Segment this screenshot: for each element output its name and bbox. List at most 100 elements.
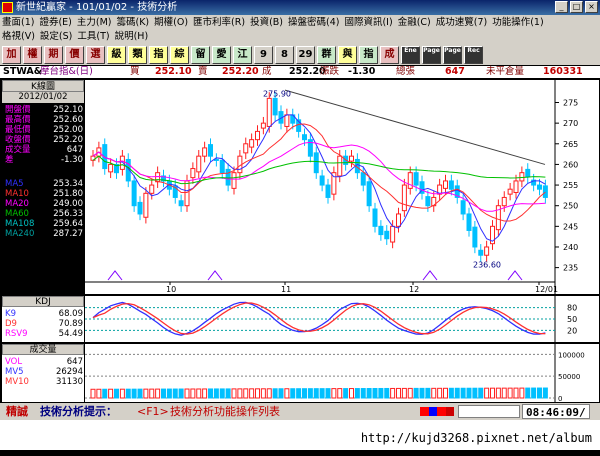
candle-body bbox=[178, 200, 184, 207]
volume-bar bbox=[213, 388, 219, 399]
candle-body bbox=[384, 230, 390, 240]
toolbar-button-2[interactable]: 期 bbox=[44, 46, 63, 64]
toolbar-button-18[interactable]: 成 bbox=[380, 46, 399, 64]
volume-bar bbox=[360, 388, 366, 399]
toolbar-button-21[interactable]: Page bbox=[443, 46, 462, 64]
menu-item-row1-7[interactable]: 操盤密碼(4) bbox=[288, 17, 340, 28]
high-price-label: 275.90 bbox=[263, 89, 291, 98]
volume-label: VOL bbox=[5, 357, 23, 367]
volume-bar bbox=[495, 387, 501, 399]
toolbar-button-11[interactable]: 江 bbox=[233, 46, 252, 64]
toolbar-button-16[interactable]: 與 bbox=[338, 46, 357, 64]
menu-item-row1-4[interactable]: 期權(O) bbox=[154, 17, 189, 28]
toolbar-button-20[interactable]: Page bbox=[422, 46, 441, 64]
y-tick-label: 235 bbox=[563, 264, 578, 273]
volume-bar bbox=[454, 387, 460, 399]
input-box[interactable] bbox=[458, 405, 520, 418]
candle-body bbox=[249, 139, 255, 148]
volume-bar bbox=[437, 387, 443, 399]
toolbar-button-3[interactable]: 價 bbox=[65, 46, 84, 64]
candle-body bbox=[172, 185, 178, 198]
toolbar-button-14[interactable]: 29 bbox=[296, 46, 315, 64]
menu-item-row1-9[interactable]: 金融(C) bbox=[397, 17, 431, 28]
kdj-chart[interactable]: 80 50 20 bbox=[85, 296, 599, 342]
volume-bar bbox=[290, 388, 296, 399]
volume-bar bbox=[325, 388, 331, 399]
volume-chart[interactable]: 100000 50000 0 bbox=[85, 344, 599, 403]
volume-bar bbox=[507, 387, 513, 399]
toolbar-button-17[interactable]: 指 bbox=[359, 46, 378, 64]
menu-item-row1-2[interactable]: 主力(M) bbox=[76, 17, 112, 28]
candle-body bbox=[325, 184, 331, 198]
menu-item-row2-3[interactable]: 說明(H) bbox=[114, 31, 149, 42]
toolbar-button-1[interactable]: 權 bbox=[23, 46, 42, 64]
menu-item-row1-6[interactable]: 投資(B) bbox=[250, 17, 283, 28]
toolbar-button-4[interactable]: 選 bbox=[86, 46, 105, 64]
toolbar-button-10[interactable]: 愛 bbox=[212, 46, 231, 64]
ma-label: MA20 bbox=[5, 199, 29, 209]
volume-bar bbox=[513, 387, 519, 399]
app-icon bbox=[2, 2, 13, 13]
hint-key[interactable]: <F1> bbox=[137, 405, 169, 418]
toolbar-button-7[interactable]: 指 bbox=[149, 46, 168, 64]
volume-bar bbox=[331, 388, 337, 399]
volume-row: VOL 647 bbox=[5, 357, 83, 367]
volume-bar bbox=[525, 387, 531, 399]
volume-bar bbox=[137, 388, 143, 399]
candle-body bbox=[372, 208, 378, 227]
toolbar-button-22[interactable]: Rec bbox=[464, 46, 483, 64]
kline-header: K線圖 bbox=[2, 80, 84, 92]
maximize-button[interactable]: □ bbox=[570, 1, 583, 13]
toolbar-button-9[interactable]: 留 bbox=[191, 46, 210, 64]
toolbar-button-0[interactable]: 加 bbox=[2, 46, 21, 64]
candle-body bbox=[196, 155, 202, 173]
toolbar-button-15[interactable]: 群 bbox=[317, 46, 336, 64]
kdj-label: RSV9 bbox=[5, 329, 28, 339]
volume-bar bbox=[460, 387, 466, 399]
toolbar-button-6[interactable]: 類 bbox=[128, 46, 147, 64]
candle-body bbox=[331, 172, 337, 195]
toolbar-button-5[interactable]: 級 bbox=[107, 46, 126, 64]
candle-body bbox=[266, 97, 272, 127]
volume-label: MV5 bbox=[5, 367, 24, 377]
volume-label: MV10 bbox=[5, 377, 29, 387]
candle-body bbox=[219, 159, 225, 174]
ma-row: MA20 249.00 bbox=[5, 199, 83, 209]
candle-body bbox=[319, 175, 325, 186]
candle-body bbox=[484, 246, 490, 256]
volume-row: MV10 31130 bbox=[5, 377, 83, 387]
menu-item-row1-0[interactable]: 畫面(1) bbox=[2, 17, 35, 28]
x-tick-label: 11 bbox=[281, 285, 291, 294]
menu-item-row2-0[interactable]: 格視(V) bbox=[2, 31, 35, 42]
minimize-button[interactable]: _ bbox=[555, 1, 568, 13]
toolbar-button-13[interactable]: 8 bbox=[275, 46, 294, 64]
toolbar-button-19[interactable]: Ene bbox=[401, 46, 420, 64]
volume-bar bbox=[272, 388, 278, 399]
toolbar-button-12[interactable]: 9 bbox=[254, 46, 273, 64]
menu-item-row2-1[interactable]: 設定(S) bbox=[39, 31, 73, 42]
candle-body bbox=[443, 180, 448, 189]
y-tick-label: 255 bbox=[563, 181, 578, 190]
info-value: 252.10 bbox=[53, 105, 83, 115]
volume-bar bbox=[237, 388, 243, 399]
menu-item-row1-10[interactable]: 成功速覽(7) bbox=[435, 17, 488, 28]
kdj-tick-label: 80 bbox=[567, 304, 577, 313]
menu-item-row1-5[interactable]: 匯市利率(R) bbox=[193, 17, 246, 28]
info-label: 收盤價 bbox=[5, 135, 31, 145]
volume-bar bbox=[431, 387, 437, 399]
signal-marker bbox=[207, 270, 223, 281]
candle-body bbox=[284, 114, 290, 127]
menu-item-row1-3[interactable]: 籌碼(K) bbox=[116, 17, 150, 28]
last-label: 成 bbox=[262, 66, 272, 77]
candle-body bbox=[213, 158, 219, 161]
bid-label: 買 bbox=[130, 66, 140, 77]
menu-item-row1-8[interactable]: 國際資訊(I) bbox=[344, 17, 393, 28]
close-button[interactable]: × bbox=[585, 1, 598, 13]
toolbar-button-8[interactable]: 綜 bbox=[170, 46, 189, 64]
hint-text[interactable]: 技術分析功能操作列表 bbox=[170, 405, 280, 418]
kdj-row: D9 70.89 bbox=[5, 319, 83, 329]
price-chart[interactable]: 275 270 265 260 255 250 245 240 235 10 11 12 12/01 27… bbox=[85, 80, 599, 294]
menu-item-row1-1[interactable]: 證券(E) bbox=[39, 17, 72, 28]
menu-item-row2-2[interactable]: 工具(T) bbox=[77, 31, 110, 42]
menu-item-row1-11[interactable]: 功能操作(1) bbox=[492, 17, 544, 28]
